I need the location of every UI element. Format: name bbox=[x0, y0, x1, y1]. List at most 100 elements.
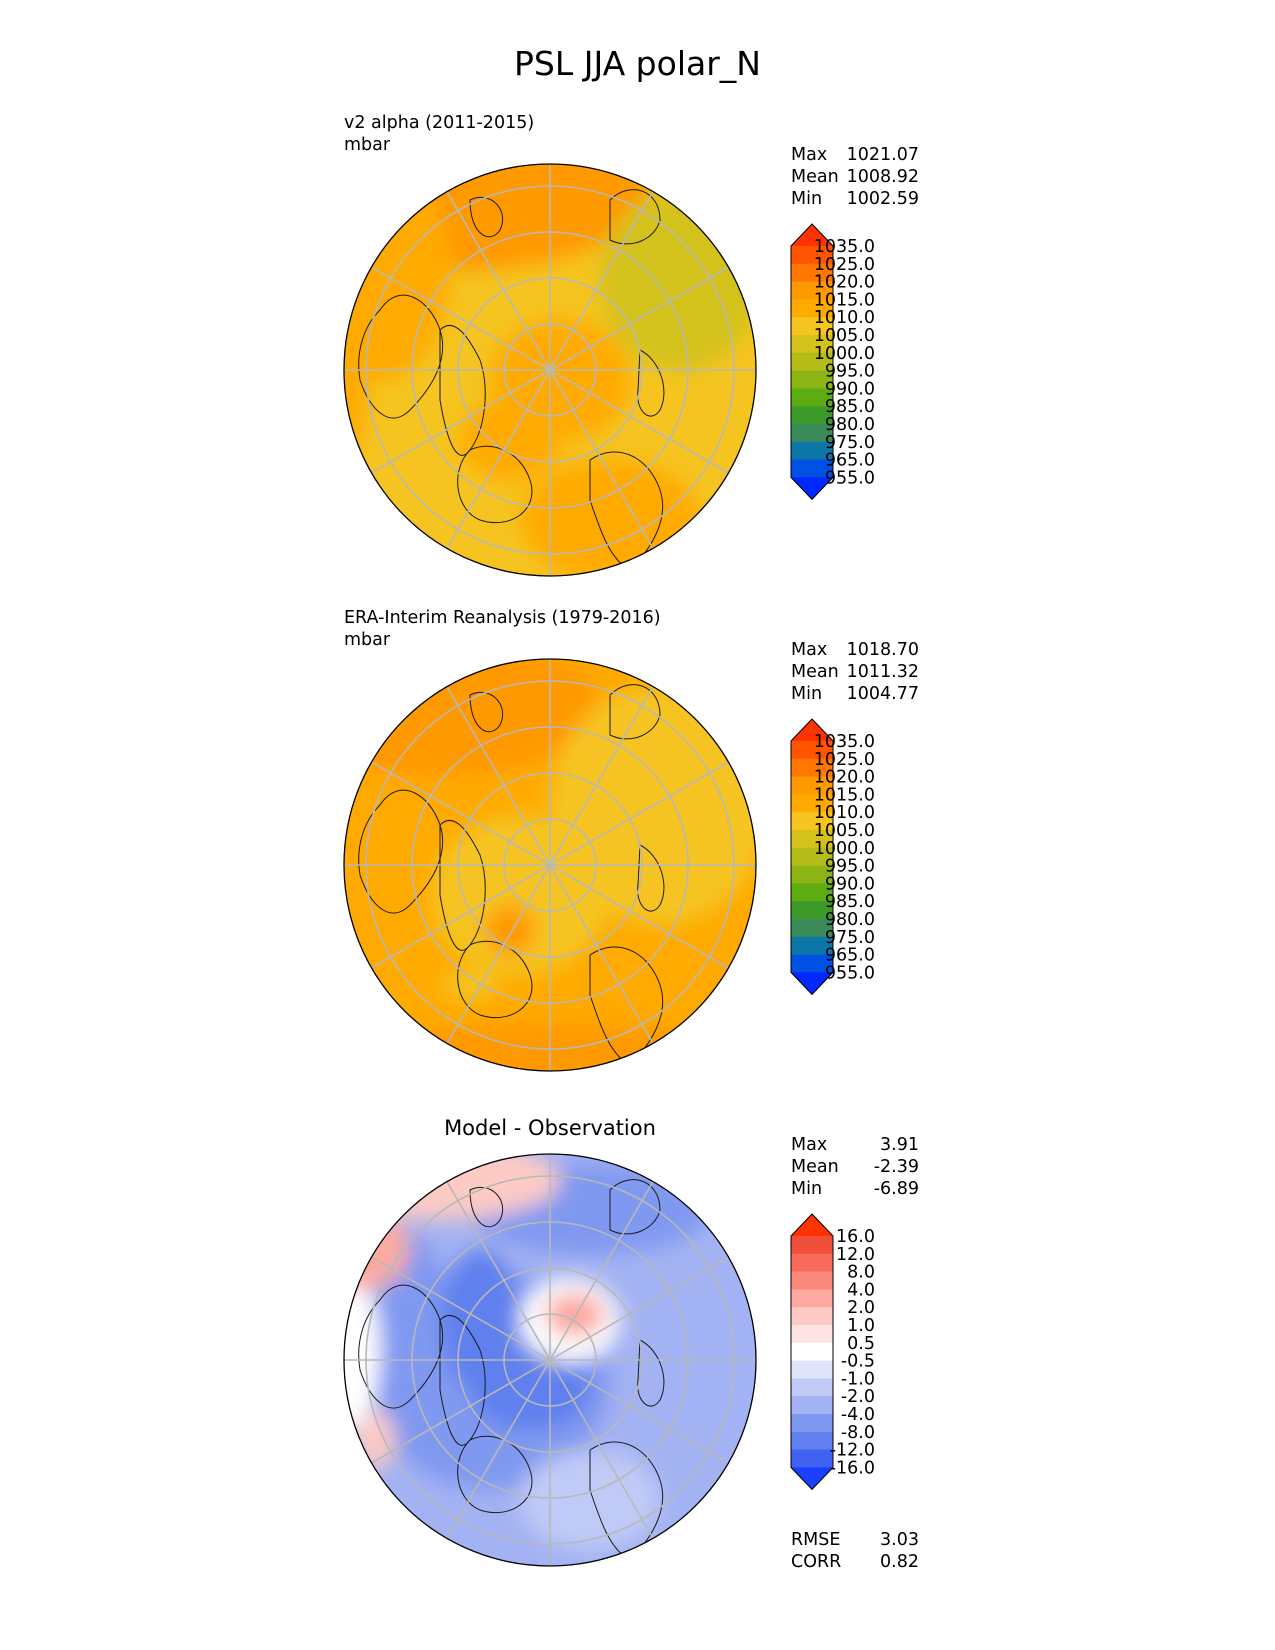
colorbar-segment bbox=[791, 263, 833, 282]
stat-min: Min -6.89 bbox=[791, 1179, 919, 1199]
colorbar-tick-label: -2.0 bbox=[841, 1387, 875, 1407]
stat-max: Max 3.91 bbox=[791, 1135, 919, 1155]
colorbar-segment bbox=[791, 406, 833, 425]
graticule bbox=[344, 1154, 756, 1566]
map-boundary bbox=[343, 658, 757, 1072]
colorbar-extend-bottom bbox=[791, 1467, 833, 1490]
colorbar-tick-label: 2.0 bbox=[847, 1298, 875, 1318]
colorbar-segment bbox=[791, 919, 833, 938]
colorbar-tick-label: 1035.0 bbox=[814, 732, 875, 752]
colorbar-outline bbox=[790, 223, 834, 501]
colorbar-segment bbox=[791, 776, 833, 795]
colorbar-tick-label: 12.0 bbox=[836, 1245, 875, 1265]
colorbar-segment bbox=[791, 1342, 833, 1361]
meridian-line bbox=[446, 191, 654, 549]
panel-3-extra-stats: RMSE 3.03 CORR 0.82 bbox=[791, 1529, 919, 1573]
colorbar-segment bbox=[791, 936, 833, 955]
colorbar-tick-label: 1035.0 bbox=[814, 237, 875, 257]
stat-max: Max 1018.70 bbox=[791, 640, 919, 660]
colorbar-segment bbox=[791, 847, 833, 866]
colorbar-tick-label: 1010.0 bbox=[814, 308, 875, 328]
colorbar-segment bbox=[791, 1431, 833, 1450]
colorbar-tick-label: 16.0 bbox=[836, 1227, 875, 1247]
colorbar-segment bbox=[791, 1378, 833, 1397]
meridian-line bbox=[446, 686, 654, 1044]
colorbar-tick-label: 1020.0 bbox=[814, 273, 875, 293]
colorbar-outline bbox=[790, 1213, 834, 1491]
colorbar-tick-label: 995.0 bbox=[825, 857, 875, 877]
colorbar-segment bbox=[791, 1307, 833, 1326]
colorbar-segment bbox=[791, 299, 833, 318]
stat-min: Min 1002.59 bbox=[791, 189, 919, 209]
panel-1-polar-map bbox=[343, 163, 757, 577]
stat-min: Min 1004.77 bbox=[791, 684, 919, 704]
colorbar-tick-label: 1010.0 bbox=[814, 803, 875, 823]
figure-title: PSL JJA polar_N bbox=[514, 44, 761, 83]
colorbar-tick-label: 1000.0 bbox=[814, 839, 875, 859]
colorbar-segment bbox=[791, 281, 833, 300]
colorbar-tick-label: 0.5 bbox=[847, 1334, 875, 1354]
colorbar-tick-label: 1.0 bbox=[847, 1316, 875, 1336]
colorbar-tick-label: 965.0 bbox=[825, 946, 875, 966]
colorbar-outline bbox=[790, 718, 834, 996]
panel-2-colorbar: 1035.01025.01020.01015.01010.01005.01000… bbox=[790, 718, 875, 996]
colorbar-tick-label: -1.0 bbox=[841, 1369, 875, 1389]
colorbar-segment bbox=[791, 883, 833, 902]
colorbar-segment bbox=[791, 901, 833, 920]
colorbar-tick-label: 995.0 bbox=[825, 362, 875, 382]
colorbar-extend-top bbox=[791, 719, 833, 741]
colorbar-tick-label: 1005.0 bbox=[814, 326, 875, 346]
colorbar-extend-bottom bbox=[791, 972, 833, 995]
panel-2-polar-map bbox=[343, 658, 757, 1072]
colorbar-segment bbox=[791, 1236, 833, 1255]
colorbar-segment bbox=[791, 1360, 833, 1379]
colorbar-tick-label: 980.0 bbox=[825, 415, 875, 435]
panel-3-title: Model - Observation bbox=[444, 1116, 656, 1140]
colorbar-tick-label: 1000.0 bbox=[814, 344, 875, 364]
stat-mean: Mean -2.39 bbox=[791, 1157, 919, 1177]
colorbar-segment bbox=[791, 1414, 833, 1433]
coastline bbox=[439, 324, 486, 456]
coastline bbox=[589, 946, 664, 1066]
colorbar-tick-label: 1020.0 bbox=[814, 768, 875, 788]
colorbar-tick-label: 990.0 bbox=[825, 874, 875, 894]
map-boundary bbox=[343, 163, 757, 577]
panel-1-units: mbar bbox=[344, 135, 391, 155]
coastline bbox=[589, 1441, 664, 1561]
colorbar-segment bbox=[791, 812, 833, 831]
colorbar-tick-label: 985.0 bbox=[825, 397, 875, 417]
colorbar-segment bbox=[791, 1253, 833, 1272]
stat-mean: Mean 1011.32 bbox=[791, 662, 919, 682]
coastline bbox=[637, 1339, 665, 1407]
meridian-line bbox=[446, 1181, 654, 1539]
colorbar-segment bbox=[791, 1271, 833, 1290]
panel-2-stats: Max 1018.70 Mean 1011.32 Min 1004.77 bbox=[791, 639, 919, 705]
coastline bbox=[358, 789, 444, 914]
panel-1-title: v2 alpha (2011-2015) bbox=[344, 113, 535, 133]
coastline bbox=[358, 294, 444, 419]
colorbar-segment bbox=[791, 865, 833, 884]
colorbar-segment bbox=[791, 741, 833, 760]
colorbar-segment bbox=[791, 1449, 833, 1468]
panel-1-stats: Max 1021.07 Mean 1008.92 Min 1002.59 bbox=[791, 144, 919, 210]
colorbar-tick-label: 975.0 bbox=[825, 433, 875, 453]
coastline bbox=[609, 684, 661, 740]
coastline bbox=[469, 1186, 504, 1228]
colorbar-tick-label: 980.0 bbox=[825, 910, 875, 930]
colorbar-segment bbox=[791, 317, 833, 336]
coastline bbox=[439, 1314, 486, 1446]
panel-3-polar-map bbox=[343, 1153, 757, 1567]
field-contour-region bbox=[545, 1293, 605, 1337]
coastline bbox=[637, 349, 665, 417]
colorbar-segment bbox=[791, 794, 833, 813]
field-contour-region bbox=[344, 1270, 380, 1430]
colorbar-tick-label: 985.0 bbox=[825, 892, 875, 912]
colorbar-tick-label: 990.0 bbox=[825, 379, 875, 399]
colorbar-segment bbox=[791, 370, 833, 389]
colorbar-segment bbox=[791, 424, 833, 443]
colorbar-tick-label: 8.0 bbox=[847, 1263, 875, 1283]
colorbar-extend-top bbox=[791, 224, 833, 246]
coastline bbox=[589, 451, 664, 571]
colorbar-segment bbox=[791, 830, 833, 849]
colorbar-tick-label: -12.0 bbox=[830, 1441, 875, 1461]
